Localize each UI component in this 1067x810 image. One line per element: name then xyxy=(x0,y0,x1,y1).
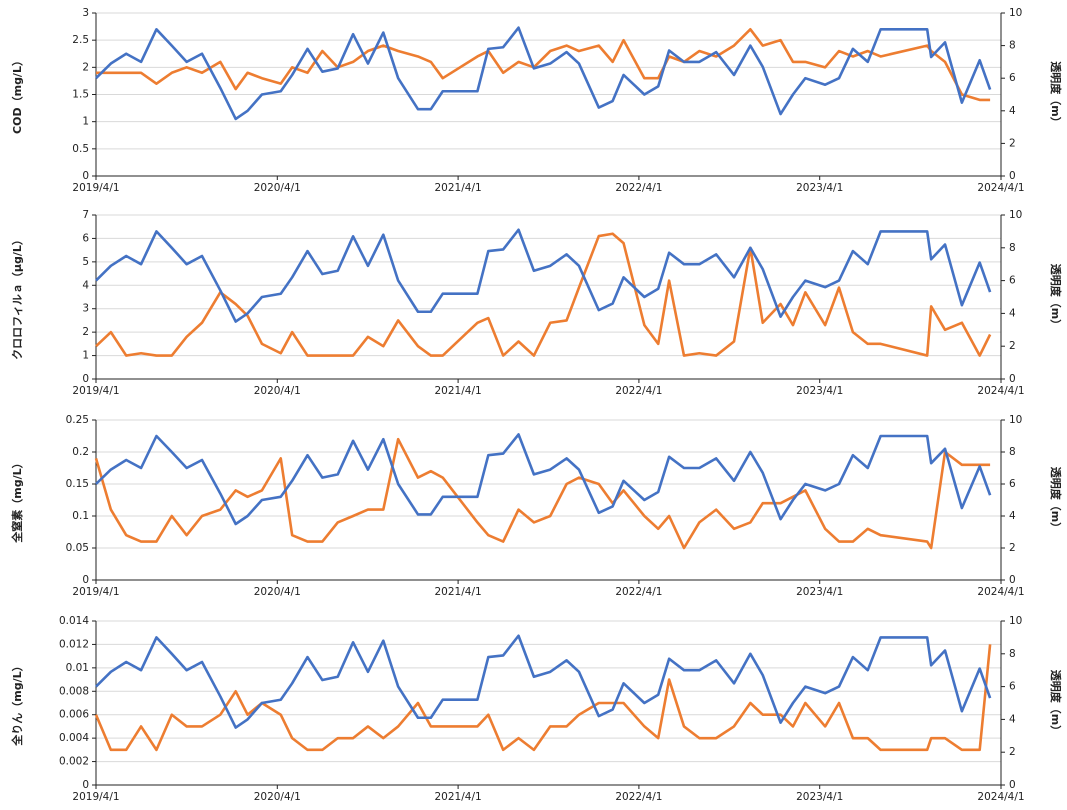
y2-tick-label: 6 xyxy=(1009,72,1016,84)
y2-tick-label: 0 xyxy=(1009,373,1016,385)
y-tick-label: 0.012 xyxy=(59,638,89,650)
y-tick-label: 0.05 xyxy=(66,542,89,554)
y-tick-label: 0 xyxy=(82,373,89,385)
x-tick-label: 2022/4/1 xyxy=(615,791,662,803)
y2-tick-label: 6 xyxy=(1009,478,1016,490)
data-line xyxy=(95,433,992,526)
y-tick-label: 1 xyxy=(82,116,89,128)
y-tick-label: 2.5 xyxy=(72,34,89,46)
y2-tick-label: 4 xyxy=(1009,713,1016,725)
y2-tick-label: 8 xyxy=(1009,242,1016,254)
y-tick-label: 0.1 xyxy=(72,510,89,522)
y-tick-label: 0.008 xyxy=(59,685,89,697)
x-tick-label: 2022/4/1 xyxy=(615,385,662,397)
y2-tick-label: 10 xyxy=(1009,414,1022,426)
y-tick-label: 5 xyxy=(82,256,89,268)
y-tick-label: 7 xyxy=(82,209,89,221)
y2-tick-label: 4 xyxy=(1009,307,1016,319)
y2-tick-label: 4 xyxy=(1009,510,1016,522)
y-tick-label: 3 xyxy=(82,7,89,19)
y2-tick-label: 8 xyxy=(1009,446,1016,458)
x-tick-label: 2019/4/1 xyxy=(72,385,119,397)
y2-tick-label: 0 xyxy=(1009,170,1016,182)
y2-axis-title: 透明度（m） xyxy=(1049,264,1063,330)
x-tick-label: 2020/4/1 xyxy=(254,791,301,803)
x-tick-label: 2021/4/1 xyxy=(435,182,482,194)
y2-tick-label: 2 xyxy=(1009,542,1016,554)
data-line xyxy=(94,644,992,752)
y2-tick-label: 6 xyxy=(1009,681,1016,693)
x-tick-label: 2024/4/1 xyxy=(977,586,1024,598)
y2-tick-label: 8 xyxy=(1009,648,1016,660)
data-line xyxy=(96,28,991,102)
data-line xyxy=(94,437,991,550)
y-tick-label: 0.25 xyxy=(66,414,89,426)
y2-tick-label: 2 xyxy=(1009,340,1016,352)
x-tick-label: 2024/4/1 xyxy=(977,791,1024,803)
y2-tick-label: 8 xyxy=(1009,40,1016,52)
x-tick-label: 2019/4/1 xyxy=(72,586,119,598)
y-tick-label: 3 xyxy=(82,303,89,315)
y-tick-label: 0.2 xyxy=(72,446,89,458)
y2-tick-label: 10 xyxy=(1009,7,1022,19)
y-tick-label: 0 xyxy=(82,170,89,182)
x-tick-label: 2020/4/1 xyxy=(254,385,301,397)
x-tick-label: 2021/4/1 xyxy=(435,385,482,397)
y2-tick-label: 2 xyxy=(1009,746,1016,758)
x-tick-label: 2021/4/1 xyxy=(435,586,482,598)
y-axis-title: COD（mg/L） xyxy=(11,55,24,134)
data-line xyxy=(95,26,992,121)
y-tick-label: 1 xyxy=(82,350,89,362)
x-tick-label: 2023/4/1 xyxy=(796,385,843,397)
y2-tick-label: 4 xyxy=(1009,105,1016,117)
x-tick-label: 2022/4/1 xyxy=(615,586,662,598)
y-axis-title: 全りん（mg/L） xyxy=(10,660,24,746)
data-line xyxy=(95,634,992,729)
x-tick-label: 2020/4/1 xyxy=(254,586,301,598)
y-tick-label: 2 xyxy=(82,61,89,73)
y-tick-label: 0.01 xyxy=(66,662,89,674)
y-tick-label: 6 xyxy=(82,232,89,244)
y-tick-label: 1.5 xyxy=(72,89,89,101)
y2-tick-label: 10 xyxy=(1009,209,1022,221)
y2-tick-label: 2 xyxy=(1009,137,1016,149)
y2-tick-label: 10 xyxy=(1009,615,1022,627)
y2-axis-title: 透明度（m） xyxy=(1049,670,1063,736)
y2-axis-title: 透明度（m） xyxy=(1049,61,1063,127)
y2-tick-label: 6 xyxy=(1009,275,1016,287)
y-tick-label: 0 xyxy=(82,779,89,791)
y-axis-title: クロロフィルａ（μg/L） xyxy=(11,234,24,360)
y2-tick-label: 0 xyxy=(1009,779,1016,791)
y-tick-label: 0.002 xyxy=(59,756,89,768)
data-line xyxy=(95,228,992,323)
y-tick-label: 4 xyxy=(82,279,89,291)
y-tick-label: 0 xyxy=(82,574,89,586)
y-tick-label: 0.004 xyxy=(59,732,89,744)
x-tick-label: 2024/4/1 xyxy=(977,385,1024,397)
x-tick-label: 2022/4/1 xyxy=(615,182,662,194)
x-tick-label: 2020/4/1 xyxy=(254,182,301,194)
y-tick-label: 2 xyxy=(82,326,89,338)
y-tick-label: 0.15 xyxy=(66,478,89,490)
x-tick-label: 2024/4/1 xyxy=(977,182,1024,194)
x-tick-label: 2023/4/1 xyxy=(796,791,843,803)
y-tick-label: 0.006 xyxy=(59,709,89,721)
y-tick-label: 0.5 xyxy=(72,143,89,155)
x-tick-label: 2021/4/1 xyxy=(435,791,482,803)
y2-tick-label: 0 xyxy=(1009,574,1016,586)
data-line xyxy=(95,232,992,357)
x-tick-label: 2019/4/1 xyxy=(72,791,119,803)
y-tick-label: 0.014 xyxy=(59,615,89,627)
x-tick-label: 2023/4/1 xyxy=(796,182,843,194)
y2-axis-title: 透明度（m） xyxy=(1049,467,1063,533)
y-axis-title: 全窒素（mg/L） xyxy=(10,457,24,543)
x-tick-label: 2019/4/1 xyxy=(72,182,119,194)
x-tick-label: 2023/4/1 xyxy=(796,586,843,598)
